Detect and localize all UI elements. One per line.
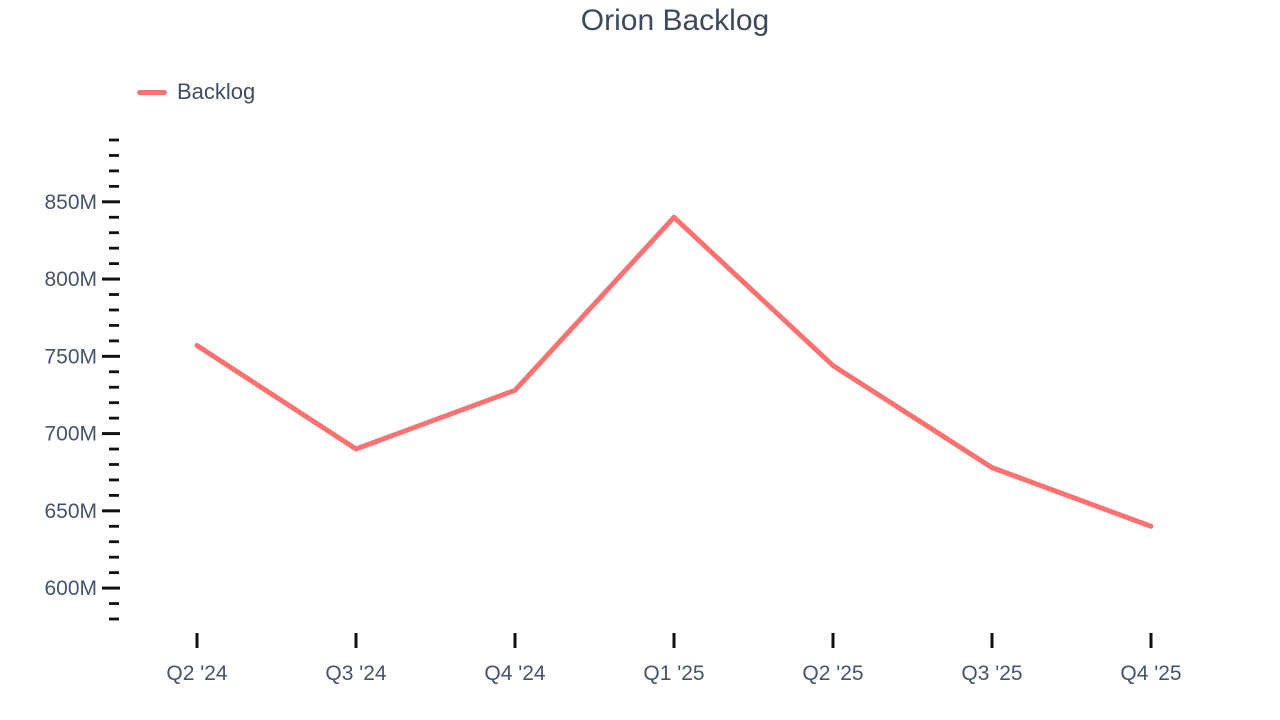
y-axis-minor-tick — [109, 416, 119, 420]
legend-line-swatch — [137, 89, 167, 95]
y-axis-minor-tick — [109, 138, 119, 142]
y-axis-minor-tick — [109, 385, 119, 389]
x-axis-label: Q2 '25 — [802, 662, 863, 685]
y-axis-label: 600M — [44, 577, 97, 600]
y-axis-minor-tick — [109, 324, 119, 327]
y-axis-minor-tick — [109, 215, 119, 219]
y-axis-minor-tick — [109, 401, 119, 405]
y-axis-minor-tick — [109, 154, 119, 157]
y-axis-minor-tick — [109, 262, 119, 266]
x-axis-label: Q3 '24 — [325, 662, 387, 685]
y-axis-minor-tick — [109, 617, 119, 621]
x-axis-label: Q1 '25 — [643, 662, 704, 685]
y-axis-label: 650M — [44, 500, 97, 523]
x-axis-tick — [1149, 633, 1153, 648]
y-axis-minor-tick — [109, 293, 119, 296]
x-axis-label: Q2 '24 — [166, 662, 228, 685]
y-axis-minor-tick — [109, 524, 119, 528]
y-axis-major-tick — [102, 509, 120, 513]
y-axis-minor-tick — [109, 246, 119, 250]
y-axis-minor-tick — [109, 231, 119, 235]
y-axis-minor-tick — [109, 602, 119, 605]
y-axis-major-tick — [102, 586, 120, 590]
chart-title: Orion Backlog — [580, 4, 770, 37]
legend-item-backlog[interactable]: Backlog — [137, 79, 255, 105]
backlog-line-series[interactable] — [194, 214, 1154, 529]
y-axis-minor-tick — [109, 308, 119, 312]
y-axis-minor-tick — [109, 540, 119, 544]
x-axis-tick — [672, 633, 676, 648]
y-axis-major-tick — [102, 200, 120, 204]
y-axis-label: 750M — [44, 345, 97, 368]
y-axis-minor-tick — [109, 478, 119, 482]
y-axis-minor-tick — [109, 370, 119, 374]
legend-label: Backlog — [177, 79, 256, 104]
y-axis-minor-tick — [109, 169, 119, 173]
y-axis-major-tick — [102, 277, 120, 281]
y-axis-minor-tick — [109, 447, 119, 451]
y-axis-minor-tick — [109, 339, 119, 343]
y-axis-label: 800M — [44, 268, 97, 291]
x-axis-tick — [195, 633, 199, 648]
y-axis-minor-tick — [109, 555, 119, 559]
y-axis-label: 700M — [44, 423, 97, 446]
x-axis-label: Q3 '25 — [961, 662, 1022, 685]
y-axis-minor-tick — [109, 493, 119, 497]
x-axis-tick — [354, 633, 358, 648]
x-axis-tick — [831, 633, 835, 648]
x-axis-label: Q4 '24 — [484, 662, 546, 685]
y-axis-minor-tick — [109, 463, 119, 466]
y-axis-label: 850M — [44, 191, 97, 214]
y-axis-minor-tick — [109, 184, 119, 188]
y-axis-major-tick — [102, 354, 120, 358]
x-axis-label: Q4 '25 — [1120, 662, 1181, 685]
x-axis-tick — [990, 633, 994, 648]
x-axis-tick — [513, 633, 517, 648]
y-axis-major-tick — [102, 432, 120, 436]
y-axis-minor-tick — [109, 571, 119, 575]
